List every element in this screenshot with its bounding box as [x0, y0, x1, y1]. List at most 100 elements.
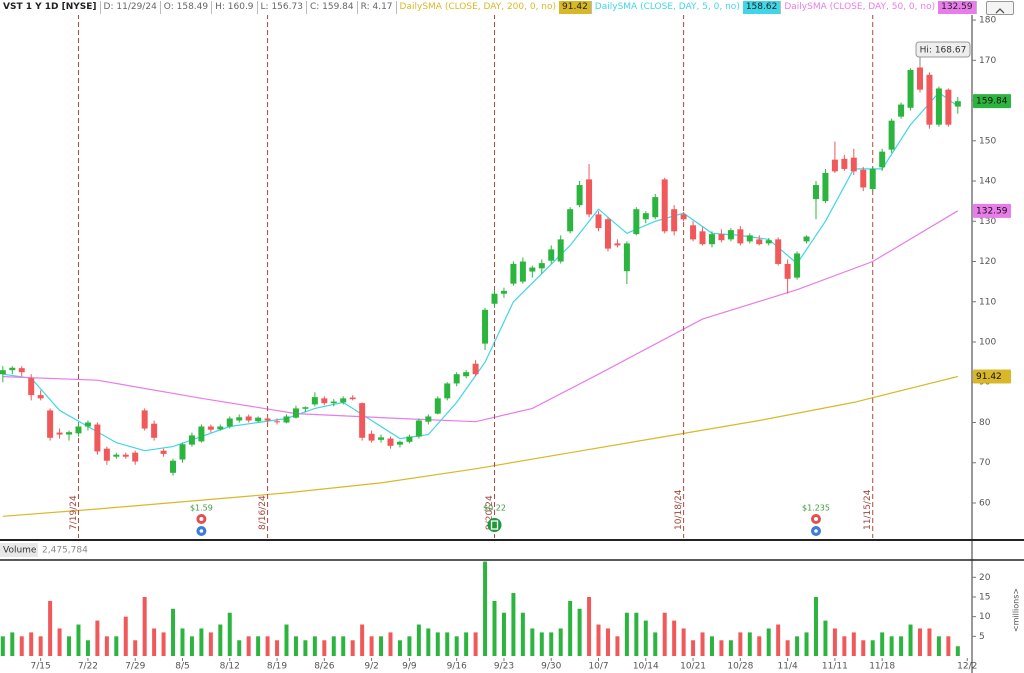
volume-subtitle: 2,475,784 — [42, 546, 88, 556]
candle-body — [141, 410, 148, 429]
volume-bar — [908, 624, 913, 656]
volume-bar — [152, 628, 157, 656]
sma-price-box-text: 91.42 — [976, 372, 1002, 382]
candle-body — [482, 309, 489, 344]
volume-bar — [284, 624, 289, 656]
dividend-label: $1.59 — [190, 504, 213, 513]
volume-bar — [104, 636, 109, 656]
volume-bar — [605, 628, 610, 656]
candle-body — [576, 185, 583, 206]
candle-body — [945, 89, 952, 125]
x-tick-label: 8/26 — [314, 662, 334, 672]
candle-body — [396, 441, 403, 445]
candle-body — [434, 398, 441, 414]
candle-body — [415, 420, 422, 437]
candle-body — [378, 437, 385, 440]
volume-bar — [123, 616, 128, 656]
x-tick-label: 11/18 — [869, 662, 895, 672]
volume-bar — [851, 632, 856, 656]
candle-body — [690, 225, 697, 240]
candle-body — [264, 418, 271, 421]
candle-body — [718, 234, 725, 241]
volume-bar — [681, 628, 686, 656]
candle-body — [491, 293, 498, 304]
candle-body — [671, 209, 678, 232]
x-tick-label: 10/14 — [633, 662, 659, 672]
candle-body — [879, 151, 886, 168]
x-tick-label: 9/2 — [364, 662, 378, 672]
volume-bar — [445, 632, 450, 656]
ohlc-info: R: 4.17 — [358, 1, 397, 14]
volume-bar — [549, 632, 554, 656]
candle-body — [292, 408, 299, 418]
x-tick-label: 9/30 — [541, 662, 561, 672]
candle-body — [831, 159, 838, 172]
volume-bar — [587, 596, 592, 656]
candle-body — [727, 230, 734, 240]
volume-bar — [76, 624, 81, 656]
ohlc-info: L: 156.73 — [258, 1, 307, 14]
volume-bar — [189, 636, 194, 656]
candle-body — [510, 263, 517, 284]
volume-bar — [880, 632, 885, 656]
volume-bar — [85, 640, 90, 656]
volume-bar — [454, 636, 459, 656]
volume-bar — [615, 636, 620, 656]
candle-body — [699, 231, 706, 245]
annotation-box — [915, 41, 971, 58]
candle-body — [84, 422, 91, 427]
x-tick-label: 11/4 — [778, 662, 798, 672]
candle-body — [47, 410, 54, 438]
candle-body — [217, 426, 224, 430]
volume-bar — [861, 640, 866, 656]
candle-body — [557, 239, 564, 262]
candle-body — [595, 214, 602, 229]
candle-body — [113, 454, 120, 457]
volume-bar — [719, 640, 724, 656]
candle-body — [122, 454, 129, 457]
candle-body — [349, 397, 356, 400]
y-tick-label: 180 — [979, 16, 996, 26]
expiration-label: 9/20/24 — [485, 495, 495, 530]
volume-bar — [832, 628, 837, 656]
candle-body — [387, 438, 394, 446]
dividend-info-inner — [199, 529, 204, 533]
volume-bar — [520, 612, 525, 656]
x-tick-label: 10/7 — [588, 662, 608, 672]
candle-body — [188, 435, 195, 445]
candle-body — [236, 417, 243, 421]
volume-bar — [501, 612, 506, 656]
chart-title: VST 1 Y 1D [NYSE] — [0, 1, 101, 14]
volume-bar — [483, 561, 488, 656]
volume-title-bg — [0, 543, 38, 557]
expiration-label: 7/19/24 — [69, 495, 79, 530]
volume-bar — [946, 636, 951, 656]
expiration-label: 11/15/24 — [863, 489, 873, 530]
sma-line — [2, 91, 959, 452]
earnings-icon — [487, 518, 502, 532]
candle-body — [18, 368, 25, 373]
candle-body — [463, 372, 470, 377]
dividend-icon-inner — [813, 517, 818, 521]
volume-bar — [596, 624, 601, 656]
candle-body — [756, 239, 763, 245]
candle-body — [75, 426, 82, 434]
volume-bar — [246, 636, 251, 656]
candle-body — [160, 450, 167, 454]
x-tick-label: 10/28 — [727, 662, 753, 672]
candle-body — [567, 209, 574, 232]
candle-body — [519, 261, 526, 282]
volume-bar — [634, 612, 639, 656]
volume-bar — [624, 612, 629, 656]
volume-bar — [870, 640, 875, 656]
dividend-label: $0.22 — [483, 504, 506, 513]
candle-body — [803, 236, 810, 242]
candle-body — [453, 374, 460, 384]
collapse-icon — [995, 8, 1005, 14]
volume-bar — [558, 628, 563, 656]
volume-bar — [199, 628, 204, 656]
candle-body — [368, 433, 375, 441]
legend-name: DailySMA (CLOSE, DAY, 5, 0, no) — [594, 2, 740, 12]
collapse-button[interactable] — [986, 1, 1014, 15]
